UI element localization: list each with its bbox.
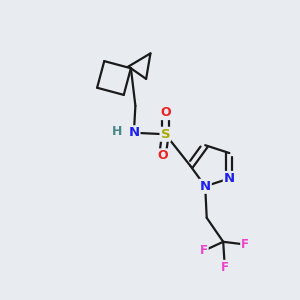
Text: O: O [157,149,168,162]
Text: N: N [224,172,235,185]
Text: N: N [200,180,211,193]
Text: H: H [112,125,123,138]
Text: F: F [221,261,229,274]
Text: N: N [128,126,140,139]
Text: S: S [160,128,170,141]
Text: O: O [160,106,171,119]
Text: F: F [200,244,208,257]
Text: F: F [241,238,249,251]
